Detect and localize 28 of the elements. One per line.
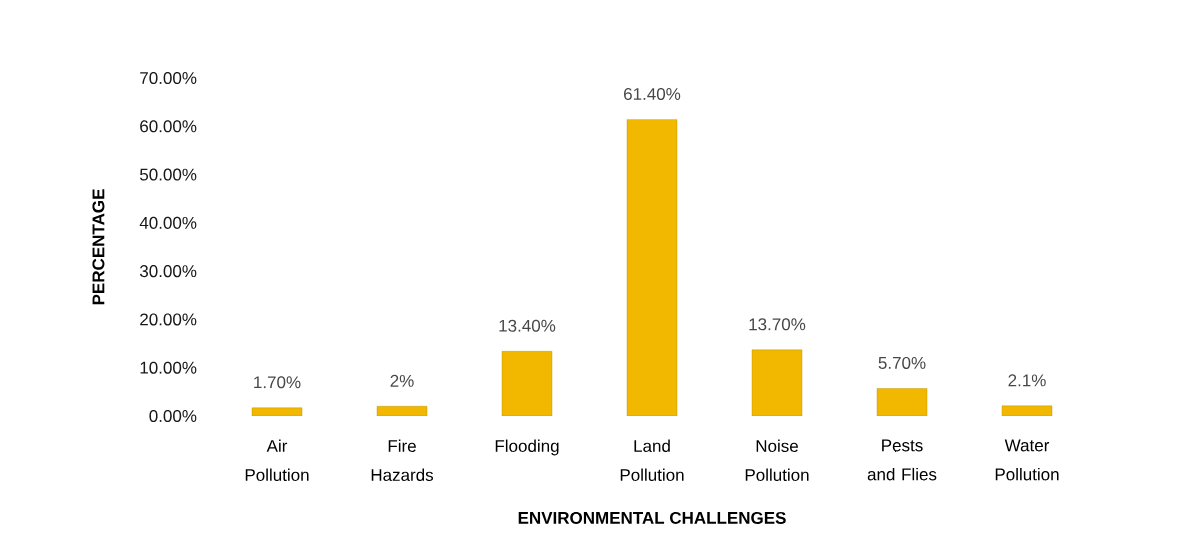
- data-label: 2.1%: [1008, 374, 1046, 387]
- x-tick-label: Pests and Flies: [867, 439, 937, 481]
- data-label: 13.70%: [749, 318, 806, 331]
- x-tick-label: Noise Pollution: [745, 439, 809, 482]
- y-tick-label: 50.00%: [139, 168, 197, 181]
- x-tick-label: Fire Hazards: [371, 439, 434, 482]
- data-label: 13.40%: [499, 319, 556, 332]
- y-tick-label: 60.00%: [140, 120, 197, 133]
- data-label: 5.70%: [878, 356, 926, 369]
- y-tick-label: 0.00%: [149, 409, 197, 423]
- x-axis-title: ENVIRONMENTAL CHALLENGES: [518, 511, 786, 524]
- x-tick-label: Flooding: [495, 439, 559, 456]
- bar: [626, 119, 678, 416]
- x-tick-label: Water Pollution: [995, 439, 1059, 481]
- y-tick-label: 30.00%: [139, 265, 197, 278]
- x-tick-label: Air Pollution: [245, 439, 309, 482]
- y-tick-label: 70.00%: [140, 71, 197, 85]
- bar: [876, 388, 928, 416]
- x-tick-label: Land Pollution: [620, 439, 684, 482]
- data-label: 61.40%: [624, 87, 681, 100]
- bar: [751, 349, 803, 416]
- y-tick-label: 40.00%: [139, 216, 197, 229]
- data-label: 2%: [390, 374, 414, 387]
- y-tick-label: 20.00%: [140, 313, 197, 326]
- y-axis-title: PERCENTAGE: [92, 189, 105, 305]
- bar: [501, 351, 553, 416]
- data-label: 1.70%: [254, 376, 301, 389]
- y-tick-label: 10.00%: [140, 361, 197, 374]
